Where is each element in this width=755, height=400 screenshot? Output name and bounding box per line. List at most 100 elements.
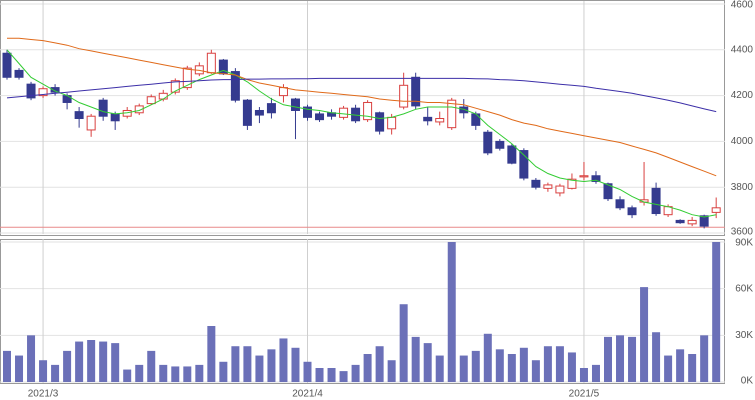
candle-body bbox=[399, 84, 409, 108]
volume-bar bbox=[483, 333, 492, 382]
volume-bar bbox=[291, 347, 300, 382]
ma-line bbox=[6, 77, 717, 113]
candle-body bbox=[627, 207, 637, 216]
candle-body bbox=[182, 67, 192, 89]
candle-body bbox=[651, 187, 661, 215]
volume-bar bbox=[87, 340, 96, 382]
volume-bar bbox=[267, 349, 276, 382]
candle-body bbox=[26, 83, 36, 99]
volume-bar bbox=[688, 354, 697, 382]
volume-bar bbox=[375, 346, 384, 382]
candle-body bbox=[230, 71, 240, 101]
volume-bar bbox=[543, 346, 552, 382]
candle-body bbox=[278, 87, 288, 97]
volume-bar bbox=[63, 350, 72, 382]
candle-body bbox=[711, 207, 721, 213]
volume-bar bbox=[51, 364, 60, 382]
y-tick-label: 3600 bbox=[731, 227, 754, 238]
candle-body bbox=[423, 116, 433, 122]
volume-bar bbox=[3, 350, 11, 382]
volume-bar bbox=[27, 335, 36, 382]
candle-body bbox=[675, 219, 685, 224]
volume-bar bbox=[207, 326, 216, 382]
candle-body bbox=[411, 76, 421, 107]
volume-bar bbox=[195, 364, 204, 382]
candle-body bbox=[303, 106, 312, 118]
volume-bar bbox=[147, 350, 156, 382]
candle-body bbox=[567, 178, 577, 189]
volume-bar bbox=[75, 341, 84, 382]
candle-body bbox=[387, 116, 397, 130]
y-tick-label: 3800 bbox=[731, 182, 754, 193]
candle-body bbox=[110, 113, 120, 122]
ma-line bbox=[7, 37, 717, 177]
y-tick-label: 60K bbox=[735, 283, 753, 294]
volume-bar bbox=[219, 361, 228, 382]
candle-body bbox=[447, 99, 457, 129]
volume-bar bbox=[315, 368, 324, 382]
candle-body bbox=[363, 101, 373, 121]
volume-bar bbox=[399, 304, 408, 382]
volume-bar bbox=[616, 335, 625, 382]
candle-body bbox=[543, 184, 553, 189]
volume-bar bbox=[183, 366, 192, 382]
x-tick-label: 2021/5 bbox=[569, 389, 600, 400]
volume-bar bbox=[507, 354, 516, 382]
volume-bar bbox=[459, 355, 468, 382]
candle-body bbox=[158, 92, 168, 100]
volume-bar bbox=[243, 346, 252, 382]
volume-bar bbox=[652, 332, 661, 382]
candle-body bbox=[615, 199, 625, 209]
candle-body bbox=[266, 103, 276, 114]
volume-bar bbox=[111, 343, 120, 382]
candle-body bbox=[531, 179, 541, 188]
candle-body bbox=[254, 109, 264, 116]
volume-bar bbox=[159, 364, 168, 382]
volume-bar bbox=[591, 364, 600, 382]
volume-bar bbox=[303, 361, 312, 382]
y-tick-label: 4200 bbox=[731, 90, 754, 101]
volume-bar bbox=[387, 360, 396, 382]
y-tick-label: 0K bbox=[741, 376, 754, 387]
candle-body bbox=[74, 111, 84, 119]
volume-bar bbox=[411, 336, 420, 382]
volume-bar bbox=[700, 335, 709, 382]
candle-body bbox=[134, 105, 144, 114]
volume-bar bbox=[363, 354, 372, 382]
x-tick-label: 2021/3 bbox=[28, 389, 59, 400]
volume-bar bbox=[531, 360, 540, 382]
candle-body bbox=[290, 98, 300, 111]
volume-bar bbox=[519, 347, 528, 382]
x-tick-label: 2021/4 bbox=[292, 389, 323, 400]
candle-body bbox=[242, 99, 252, 126]
candle-body bbox=[579, 175, 589, 178]
y-tick-label: 30K bbox=[735, 330, 753, 341]
volume-bar bbox=[435, 355, 444, 382]
volume-bar bbox=[15, 355, 24, 382]
candle-body bbox=[50, 87, 60, 93]
volume-bar bbox=[664, 355, 673, 382]
volume-bar bbox=[135, 364, 144, 382]
candle-body bbox=[471, 113, 481, 126]
volume-bar bbox=[579, 368, 588, 382]
volume-bar bbox=[339, 371, 348, 382]
volume-bar bbox=[99, 341, 108, 382]
volume-bar bbox=[39, 360, 48, 382]
candle-body bbox=[507, 145, 517, 164]
candle-body bbox=[38, 88, 48, 97]
candle-body bbox=[603, 183, 613, 200]
volume-bar bbox=[640, 287, 649, 382]
volume-bar bbox=[567, 352, 576, 382]
candle-body bbox=[339, 107, 349, 118]
volume-bar bbox=[471, 350, 480, 382]
candle-body bbox=[519, 150, 529, 179]
y-tick-label: 90K bbox=[735, 238, 753, 249]
candle-body bbox=[459, 106, 469, 114]
candle-body bbox=[206, 52, 216, 74]
y-tick-label: 4400 bbox=[731, 44, 754, 55]
candle-body bbox=[591, 175, 601, 182]
volume-bar bbox=[255, 355, 264, 382]
volume-bar bbox=[676, 349, 685, 382]
volume-bar bbox=[712, 242, 721, 382]
